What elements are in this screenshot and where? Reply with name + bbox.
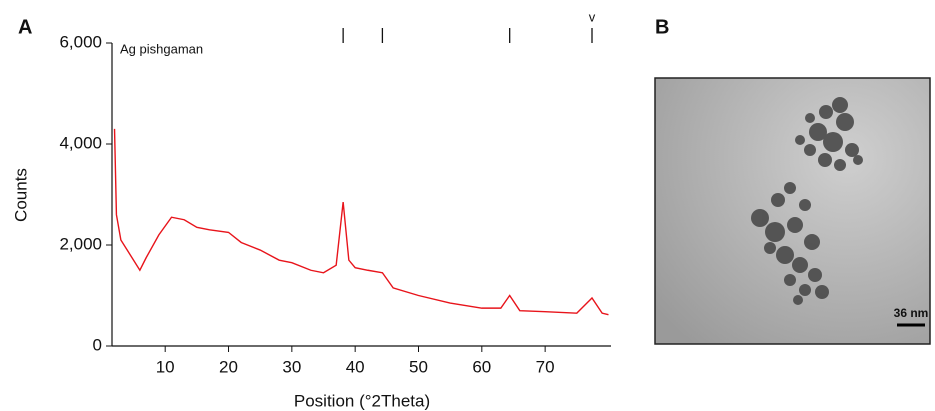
x-tick-label: 60: [472, 357, 491, 376]
x-tick-label: 70: [536, 357, 555, 376]
scale-bar-label: 36 nm: [894, 306, 929, 320]
y-tick-label: 6,000: [59, 32, 102, 51]
y-tick-label: 4,000: [59, 133, 102, 152]
image-frame: [654, 77, 931, 345]
x-tick-label: 20: [219, 357, 238, 376]
panel-label: B: [655, 16, 669, 38]
y-axis-label: Counts: [11, 168, 30, 222]
y-tick-label: 2,000: [59, 234, 102, 253]
data-line: [113, 128, 609, 316]
x-axis-label: Position (°2Theta): [294, 391, 430, 410]
annotation: Ag pishgaman: [120, 41, 203, 56]
y-tick-label: 0: [93, 335, 102, 354]
x-tick-label: 30: [282, 357, 301, 376]
particles: [751, 97, 863, 305]
tem-image: 36 nm: [654, 77, 931, 345]
x-tick-label: 50: [409, 357, 428, 376]
x-tick-label: 40: [346, 357, 365, 376]
panel-label: A: [18, 16, 32, 38]
x-tick-label: 10: [156, 357, 175, 376]
reference-peak-label: v: [589, 9, 596, 24]
